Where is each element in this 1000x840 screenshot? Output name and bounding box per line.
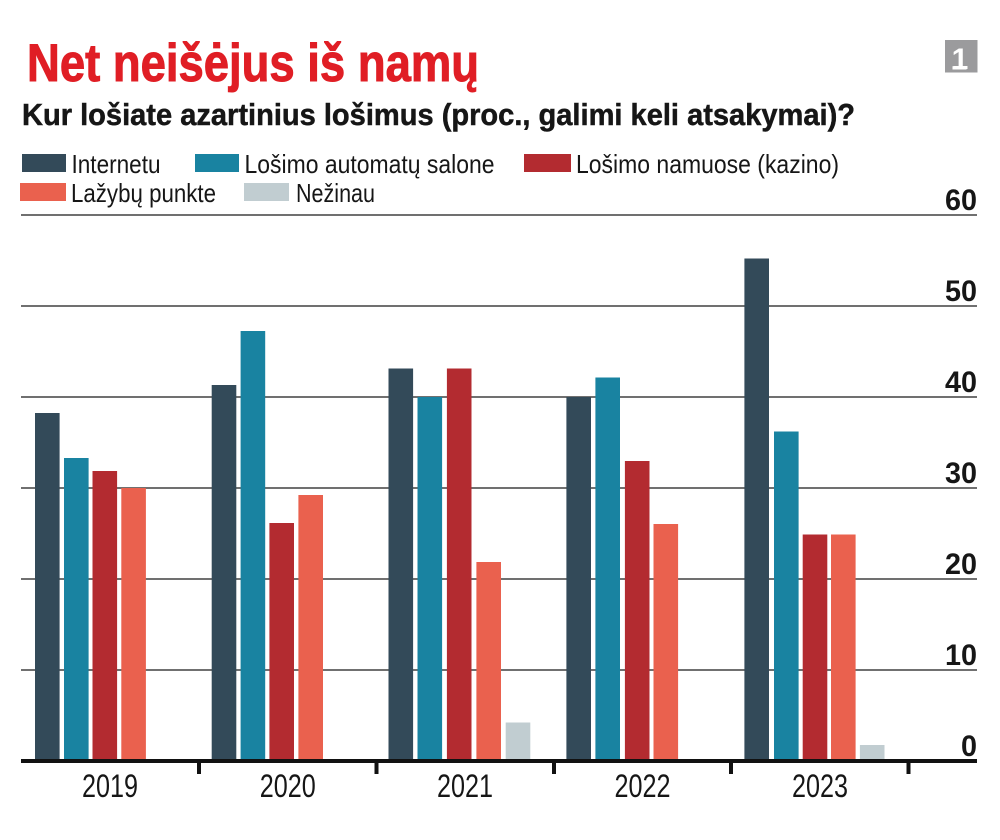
svg-text:2023: 2023	[792, 768, 848, 804]
svg-text:0: 0	[961, 730, 977, 763]
svg-text:Kur lošiate azartinius lošimus: Kur lošiate azartinius lošimus (proc., g…	[22, 97, 855, 132]
svg-text:2021: 2021	[437, 768, 493, 804]
svg-text:1: 1	[952, 43, 969, 76]
svg-text:2022: 2022	[615, 768, 671, 804]
svg-text:60: 60	[945, 184, 977, 217]
svg-text:Net neišėjus iš namų: Net neišėjus iš namų	[27, 34, 479, 93]
svg-text:20: 20	[945, 548, 977, 581]
svg-text:Lažybų punkte: Lažybų punkte	[71, 178, 216, 208]
svg-text:Nežinau: Nežinau	[296, 178, 375, 208]
svg-text:30: 30	[945, 457, 977, 490]
svg-text:Lošimo namuose (kazino): Lošimo namuose (kazino)	[576, 149, 839, 179]
svg-text:2020: 2020	[260, 768, 316, 804]
svg-text:Lošimo automatų salone: Lošimo automatų salone	[245, 149, 495, 179]
svg-text:2019: 2019	[82, 768, 138, 804]
svg-text:50: 50	[945, 275, 977, 308]
svg-text:40: 40	[945, 366, 977, 399]
svg-text:10: 10	[945, 639, 977, 672]
svg-text:Internetu: Internetu	[72, 149, 161, 179]
